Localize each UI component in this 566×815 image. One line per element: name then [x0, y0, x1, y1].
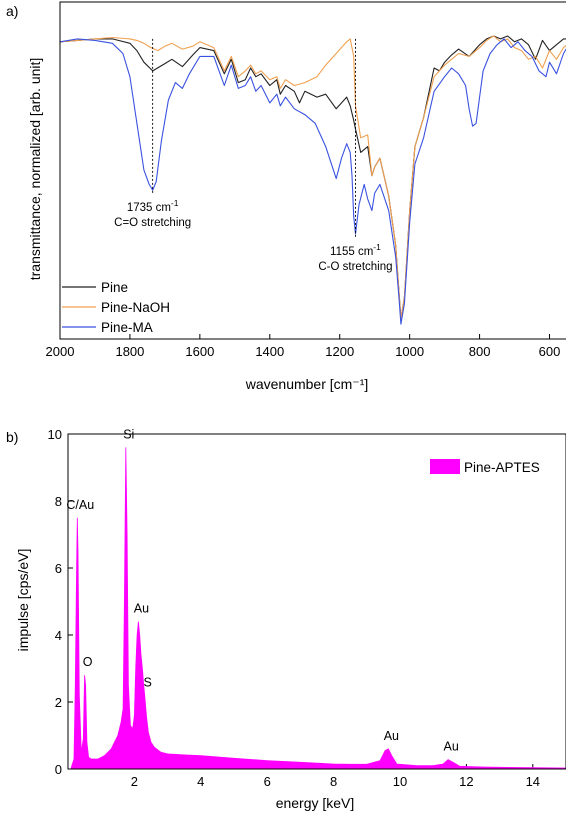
annotation-assignment: C-O stretching	[318, 261, 392, 273]
legend-label: Pine-APTES	[464, 460, 540, 475]
panel-b-x-tick-label: 6	[264, 774, 271, 789]
legend-label: Pine-NaOH	[101, 300, 170, 315]
panel-b: b) impulse [cps/eV] energy [keV] 2 4 6 8 10 1…	[6, 427, 566, 811]
panel-a: a) transmittance, normalized [arb. unit]…	[6, 1, 566, 392]
panel-b-y-tick-label: 10	[48, 427, 62, 442]
panel-b-legend: Pine-APTES	[430, 459, 540, 475]
panel-b-y-tick-label: 8	[55, 494, 62, 509]
panel-b-series	[70, 447, 566, 770]
panel-a-x-tick-label: 1200	[325, 344, 354, 359]
legend-label: Pine	[101, 280, 128, 295]
panel-a-label: a)	[6, 3, 18, 19]
panel-a-x-tick-label: 1600	[185, 344, 214, 359]
peak-label: Au	[384, 729, 399, 743]
panel-b-x-tick-label: 10	[393, 774, 407, 789]
panel-b-y-tick-label: 0	[55, 762, 62, 777]
panel-a-legend: Pine Pine-NaOH Pine-MA	[62, 280, 170, 335]
panel-a-x-tick-label: 600	[539, 344, 561, 359]
panel-b-label: b)	[6, 429, 18, 445]
panel-a-ticks: 2000 1800 1600 1400 1200 1000 800 600	[46, 334, 561, 359]
panel-a-series	[59, 35, 566, 325]
panel-b-y-tick-label: 6	[55, 561, 62, 576]
panel-b-x-tick-label: 4	[197, 774, 204, 789]
panel-b-frame	[67, 433, 566, 770]
peak-label: Au	[134, 602, 149, 616]
panel-b-x-axis-label: energy [keV]	[276, 795, 355, 811]
panel-a-y-axis-label: transmittance, normalized [arb. unit]	[27, 58, 43, 281]
peak-label: S	[144, 675, 152, 689]
panel-a-frame	[59, 1, 566, 340]
panel-b-x-tick-label: 8	[330, 774, 337, 789]
panel-a-annotations: 1735 cm-1 C=O stretching 1155 cm-1 C-O stre…	[114, 38, 393, 273]
series-area-pine-aptes	[70, 447, 566, 770]
annotation-assignment: C=O stretching	[114, 217, 191, 229]
panel-a-x-tick-label: 800	[469, 344, 491, 359]
legend-label: Pine-MA	[101, 320, 153, 335]
series-line-pine-naoh	[59, 35, 566, 319]
panel-b-y-tick-label: 2	[55, 695, 62, 710]
panel-a-x-tick-label: 1800	[115, 344, 144, 359]
peak-label: C/Au	[66, 498, 94, 512]
panel-b-y-tick-label: 4	[55, 628, 62, 643]
annotation-wavenumber: 1735 cm-1	[127, 198, 179, 214]
peak-label: Au	[443, 740, 458, 754]
panel-a-x-tick-label: 1400	[255, 344, 284, 359]
peak-label: O	[83, 655, 93, 669]
panel-b-x-tick-label: 2	[131, 774, 138, 789]
legend-swatch	[430, 459, 460, 474]
annotation-wavenumber: 1155 cm-1	[330, 242, 381, 258]
panel-b-y-axis-label: impulse [cps/eV]	[15, 549, 31, 652]
panel-a-x-tick-label: 1000	[395, 344, 424, 359]
panel-b-x-tick-label: 14	[526, 774, 540, 789]
series-line-pine-ma	[59, 38, 566, 325]
panel-a-x-tick-label: 2000	[46, 344, 75, 359]
panel-a-x-axis-label: wavenumber [cm⁻¹]	[245, 376, 369, 392]
panel-b-x-tick-label: 12	[459, 774, 473, 789]
